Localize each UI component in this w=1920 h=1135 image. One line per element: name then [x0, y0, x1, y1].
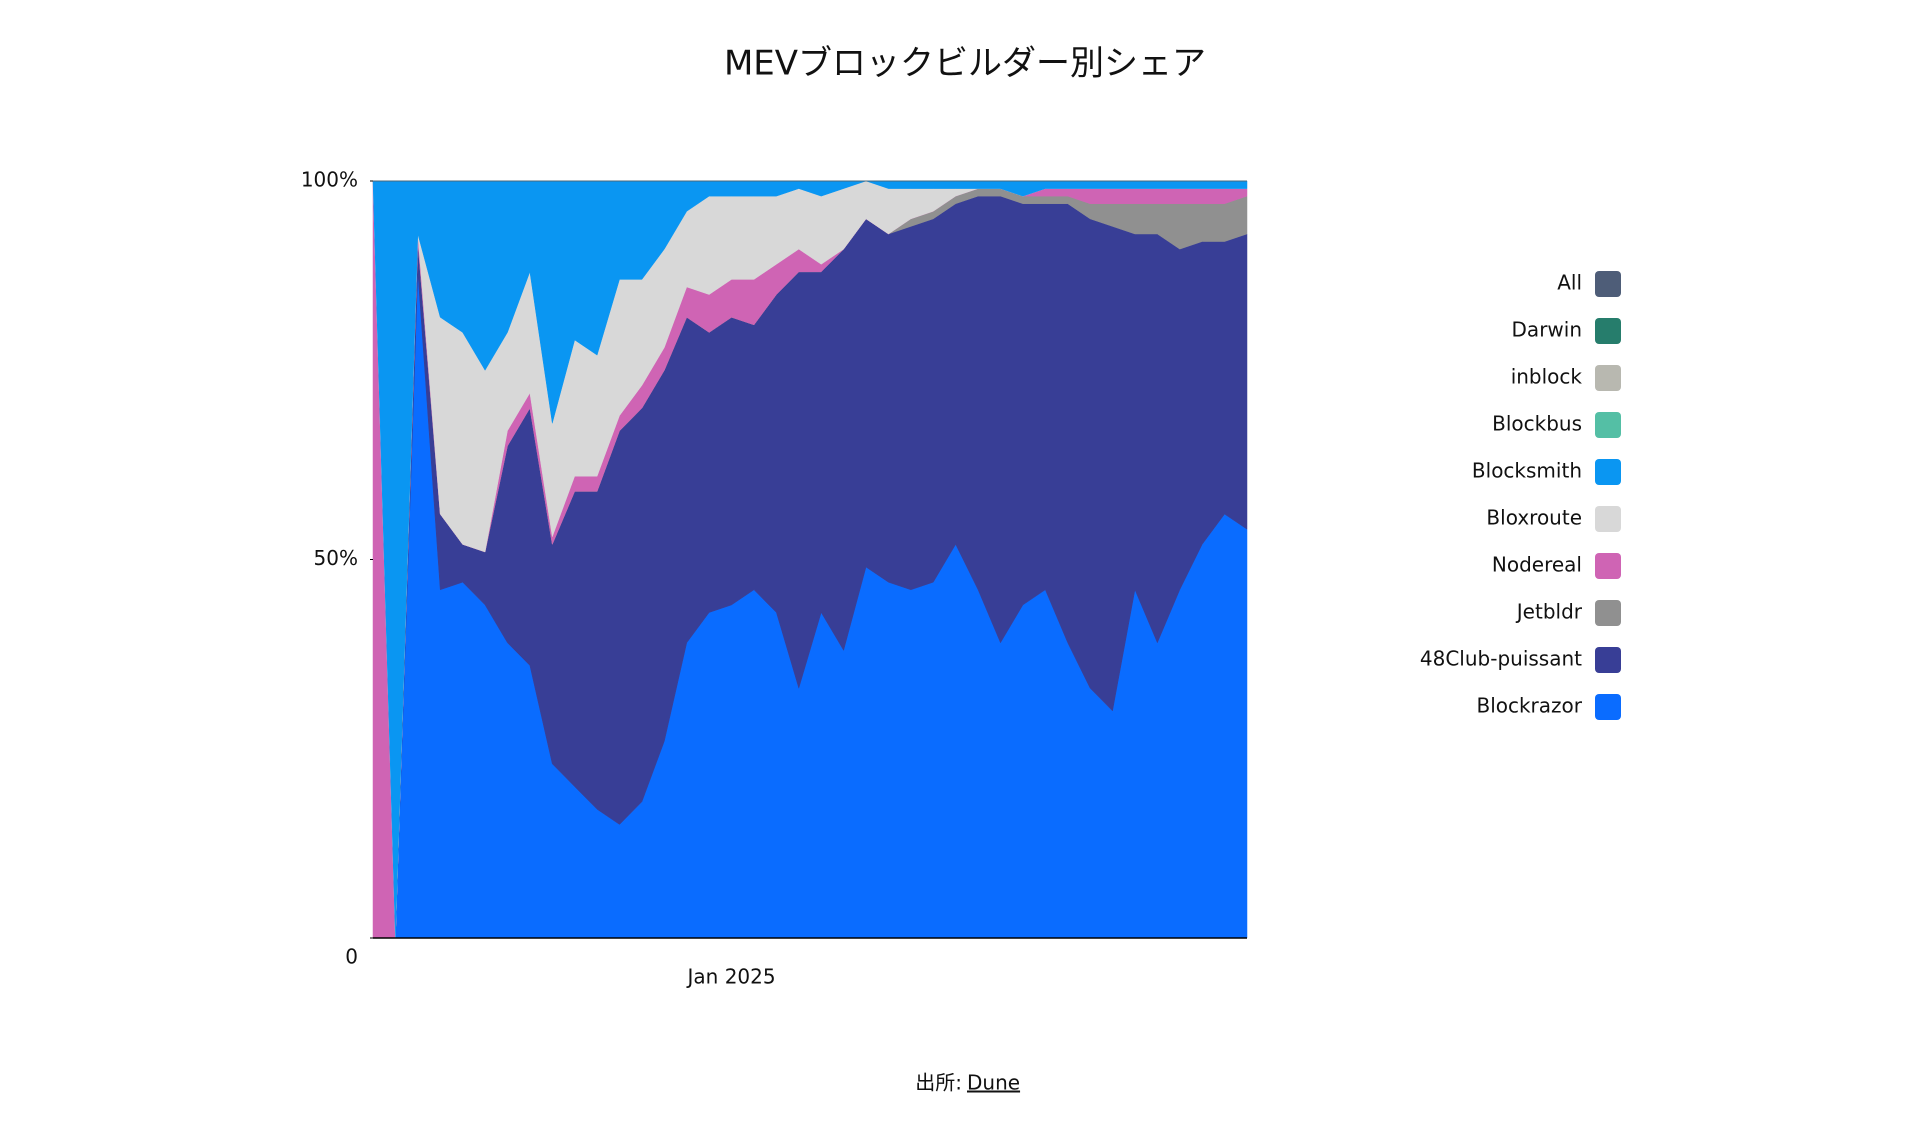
chart-title: MEVブロックビルダー別シェア — [724, 44, 1206, 84]
legend-label: Bloxroute — [1486, 506, 1582, 530]
legend-swatch — [1595, 553, 1621, 579]
legend-label: inblock — [1511, 365, 1583, 389]
legend-label: Blockrazor — [1476, 694, 1582, 718]
y-tick-label: 50% — [314, 546, 358, 570]
legend-swatch — [1595, 412, 1621, 438]
legend-label: Jetbldr — [1515, 600, 1583, 624]
legend-swatch — [1595, 506, 1621, 532]
source-prefix: 出所: — [915, 1071, 962, 1095]
legend-label: Nodereal — [1492, 553, 1582, 577]
y-tick-label: 0 — [345, 945, 358, 969]
source-link[interactable]: Dune — [967, 1071, 1020, 1095]
legend-swatch — [1595, 318, 1621, 344]
legend-swatch — [1595, 694, 1621, 720]
legend: All Darwin inblock Blockbus Blocksmith Bloxro… — [1420, 271, 1621, 720]
legend-swatch — [1595, 271, 1621, 297]
legend-swatch — [1595, 459, 1621, 485]
x-tick-label: Jan 2025 — [686, 965, 776, 989]
legend-label: 48Club-puissant — [1420, 647, 1582, 671]
legend-label: Blocksmith — [1472, 459, 1582, 483]
legend-swatch — [1595, 365, 1621, 391]
legend-label: Darwin — [1512, 318, 1582, 342]
legend-label: All — [1557, 271, 1582, 295]
legend-label: Blockbus — [1492, 412, 1582, 436]
plot-area — [372, 180, 1248, 939]
y-tick-label: 100% — [301, 168, 358, 192]
legend-swatch — [1595, 600, 1621, 626]
legend-swatch — [1595, 647, 1621, 673]
